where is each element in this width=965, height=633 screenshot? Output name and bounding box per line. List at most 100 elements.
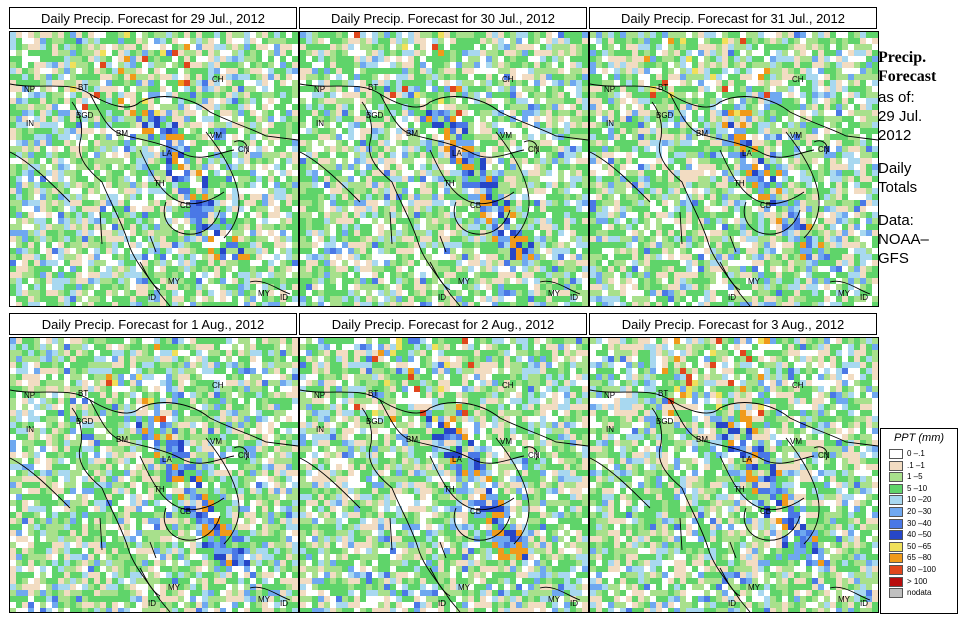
- precip-cell: [336, 164, 342, 170]
- precip-cell: [564, 152, 570, 158]
- precip-cell: [504, 104, 510, 110]
- precip-cell: [450, 38, 456, 44]
- precip-cell: [46, 56, 52, 62]
- precip-cell: [232, 86, 238, 92]
- precip-cell: [510, 296, 516, 302]
- precip-cell: [342, 122, 348, 128]
- precip-cell: [366, 302, 372, 306]
- precip-cell: [498, 98, 504, 104]
- precip-cell: [546, 182, 552, 188]
- precip-cell: [70, 38, 76, 44]
- precip-cell: [232, 68, 238, 74]
- precip-cell: [312, 212, 318, 218]
- precip-cell: [70, 32, 76, 38]
- precip-cell: [76, 272, 82, 278]
- precip-cell: [256, 254, 262, 260]
- precip-cell: [130, 290, 136, 296]
- precip-cell: [190, 212, 196, 218]
- precip-cell: [378, 182, 384, 188]
- precip-cell: [142, 32, 148, 38]
- precip-cell: [504, 200, 510, 206]
- precip-cell: [106, 266, 112, 272]
- precip-cell: [286, 236, 292, 242]
- precip-cell: [444, 218, 450, 224]
- precip-cell: [220, 272, 226, 278]
- precip-cell: [438, 296, 444, 302]
- precip-cell: [534, 68, 540, 74]
- precip-cell: [342, 224, 348, 230]
- precip-cell: [208, 218, 214, 224]
- precip-cell: [432, 74, 438, 80]
- precip-cell: [716, 38, 722, 44]
- precip-cell: [34, 296, 40, 302]
- precip-cell: [22, 80, 28, 86]
- precip-cell: [336, 242, 342, 248]
- precip-cell: [534, 158, 540, 164]
- precip-cell: [620, 68, 626, 74]
- precip-cell: [384, 32, 390, 38]
- precip-cell: [214, 284, 220, 290]
- precip-cell: [22, 128, 28, 134]
- precip-cell: [58, 152, 64, 158]
- precip-cell: [758, 32, 764, 38]
- precip-cell: [184, 104, 190, 110]
- precip-cell: [178, 248, 184, 254]
- precip-cell: [414, 218, 420, 224]
- precip-cell: [220, 134, 226, 140]
- precip-cell: [202, 254, 208, 260]
- precip-cell: [408, 230, 414, 236]
- precip-cell: [378, 104, 384, 110]
- precip-cell: [324, 284, 330, 290]
- precip-cell: [710, 92, 716, 98]
- precip-cell: [94, 188, 100, 194]
- precip-cell: [546, 50, 552, 56]
- precip-cell: [46, 32, 52, 38]
- precip-cell: [516, 206, 522, 212]
- precip-cell: [360, 152, 366, 158]
- precip-cell: [348, 146, 354, 152]
- precip-cell: [300, 44, 306, 50]
- precip-cell: [456, 194, 462, 200]
- precip-cell: [154, 140, 160, 146]
- precip-cell: [546, 98, 552, 104]
- precip-cell: [232, 110, 238, 116]
- precip-cell: [782, 62, 788, 68]
- precip-cell: [752, 68, 758, 74]
- precip-cell: [426, 224, 432, 230]
- precip-cell: [546, 128, 552, 134]
- precip-cell: [238, 212, 244, 218]
- precip-cell: [432, 110, 438, 116]
- precip-cell: [46, 212, 52, 218]
- precip-cell: [190, 74, 196, 80]
- precip-cell: [552, 116, 558, 122]
- precip-cell: [734, 32, 740, 38]
- precip-cell: [46, 116, 52, 122]
- precip-cell: [82, 182, 88, 188]
- precip-cell: [178, 224, 184, 230]
- precip-cell: [608, 86, 614, 92]
- precip-cell: [498, 80, 504, 86]
- precip-cell: [208, 194, 214, 200]
- precip-cell: [178, 236, 184, 242]
- precip-cell: [136, 182, 142, 188]
- precip-cell: [800, 86, 806, 92]
- precip-cell: [172, 254, 178, 260]
- precip-cell: [456, 92, 462, 98]
- precip-cell: [638, 80, 644, 86]
- precip-cell: [480, 116, 486, 122]
- precip-cell: [256, 266, 262, 272]
- precip-cell: [10, 32, 16, 38]
- precip-cell: [438, 290, 444, 296]
- precip-cell: [336, 146, 342, 152]
- precip-cell: [426, 296, 432, 302]
- precip-cell: [842, 62, 848, 68]
- precip-cell: [650, 38, 656, 44]
- precip-cell: [860, 32, 866, 38]
- precip-cell: [354, 254, 360, 260]
- precip-cell: [638, 44, 644, 50]
- precip-cell: [112, 140, 118, 146]
- precip-cell: [510, 230, 516, 236]
- precip-cell: [94, 146, 100, 152]
- precip-cell: [384, 212, 390, 218]
- precip-cell: [468, 200, 474, 206]
